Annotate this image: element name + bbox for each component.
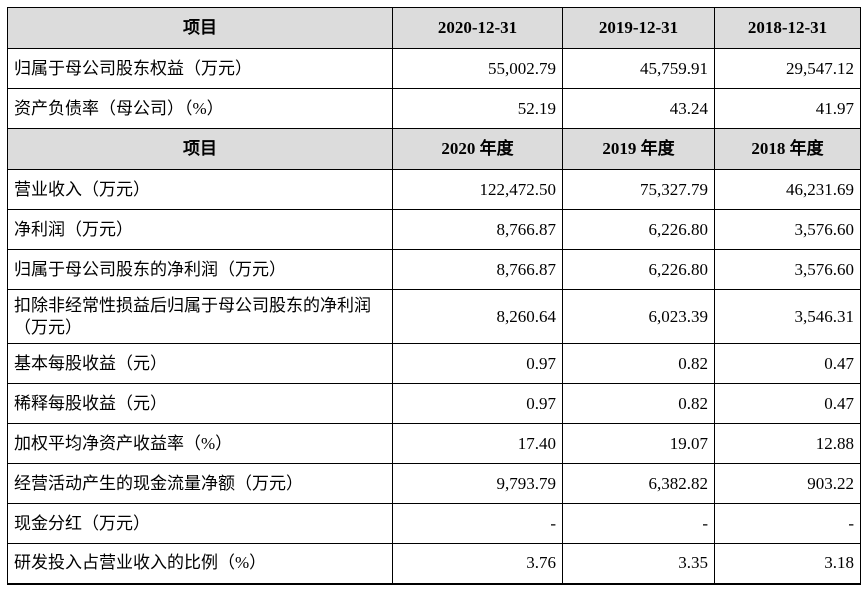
- row-label: 加权平均净资产收益率（%）: [7, 423, 393, 464]
- header-row-annual: 项目 2020 年度 2019 年度 2018 年度: [7, 128, 861, 170]
- cell-value: 41.97: [714, 88, 861, 129]
- cell-value: 0.97: [392, 383, 563, 424]
- row-label: 稀释每股收益（元）: [7, 383, 393, 424]
- table-row: 经营活动产生的现金流量净额（万元） 9,793.79 6,382.82 903.…: [7, 463, 861, 504]
- header-2018-12-31: 2018-12-31: [714, 7, 861, 49]
- cell-value: 6,226.80: [562, 209, 715, 250]
- cell-value: 55,002.79: [392, 48, 563, 89]
- header-2019-12-31: 2019-12-31: [562, 7, 715, 49]
- table-row: 加权平均净资产收益率（%） 17.40 19.07 12.88: [7, 423, 861, 464]
- cell-value: 0.82: [562, 383, 715, 424]
- table-row: 研发投入占营业收入的比例（%） 3.76 3.35 3.18: [7, 543, 861, 585]
- cell-value: 3.18: [714, 543, 861, 585]
- header-2020-12-31: 2020-12-31: [392, 7, 563, 49]
- row-label: 净利润（万元）: [7, 209, 393, 250]
- table-row: 现金分红（万元） - - -: [7, 503, 861, 544]
- row-label: 扣除非经常性损益后归属于母公司股东的净利润（万元）: [7, 289, 393, 344]
- cell-value: 19.07: [562, 423, 715, 464]
- header-2020: 2020 年度: [392, 128, 563, 170]
- financial-data-table: 项目 2020-12-31 2019-12-31 2018-12-31 归属于母…: [7, 7, 861, 585]
- cell-value: 3,576.60: [714, 209, 861, 250]
- cell-value: -: [714, 503, 861, 544]
- cell-value: 75,327.79: [562, 169, 715, 210]
- table-row: 基本每股收益（元） 0.97 0.82 0.47: [7, 343, 861, 384]
- row-label: 归属于母公司股东的净利润（万元）: [7, 249, 393, 290]
- cell-value: 0.82: [562, 343, 715, 384]
- header-item: 项目: [7, 7, 393, 49]
- row-label: 现金分红（万元）: [7, 503, 393, 544]
- cell-value: 8,766.87: [392, 209, 563, 250]
- table-row: 归属于母公司股东权益（万元） 55,002.79 45,759.91 29,54…: [7, 48, 861, 89]
- table-row: 营业收入（万元） 122,472.50 75,327.79 46,231.69: [7, 169, 861, 210]
- row-label: 归属于母公司股东权益（万元）: [7, 48, 393, 89]
- cell-value: 122,472.50: [392, 169, 563, 210]
- header-item: 项目: [7, 128, 393, 170]
- row-label: 基本每股收益（元）: [7, 343, 393, 384]
- row-label: 研发投入占营业收入的比例（%）: [7, 543, 393, 585]
- cell-value: 6,023.39: [562, 289, 715, 344]
- row-label: 经营活动产生的现金流量净额（万元）: [7, 463, 393, 504]
- cell-value: 52.19: [392, 88, 563, 129]
- cell-value: 3,576.60: [714, 249, 861, 290]
- cell-value: -: [392, 503, 563, 544]
- row-label: 资产负债率（母公司）（%）: [7, 88, 393, 129]
- cell-value: 46,231.69: [714, 169, 861, 210]
- cell-value: 8,260.64: [392, 289, 563, 344]
- cell-value: 29,547.12: [714, 48, 861, 89]
- table-row: 净利润（万元） 8,766.87 6,226.80 3,576.60: [7, 209, 861, 250]
- cell-value: 45,759.91: [562, 48, 715, 89]
- cell-value: 9,793.79: [392, 463, 563, 504]
- cell-value: 43.24: [562, 88, 715, 129]
- cell-value: 903.22: [714, 463, 861, 504]
- table-row: 稀释每股收益（元） 0.97 0.82 0.47: [7, 383, 861, 424]
- cell-value: 6,226.80: [562, 249, 715, 290]
- cell-value: -: [562, 503, 715, 544]
- table-row: 扣除非经常性损益后归属于母公司股东的净利润（万元） 8,260.64 6,023…: [7, 289, 861, 344]
- cell-value: 8,766.87: [392, 249, 563, 290]
- cell-value: 0.47: [714, 383, 861, 424]
- header-row-balance: 项目 2020-12-31 2019-12-31 2018-12-31: [7, 7, 861, 49]
- cell-value: 3,546.31: [714, 289, 861, 344]
- table-row: 归属于母公司股东的净利润（万元） 8,766.87 6,226.80 3,576…: [7, 249, 861, 290]
- header-2019: 2019 年度: [562, 128, 715, 170]
- cell-value: 0.97: [392, 343, 563, 384]
- row-label: 营业收入（万元）: [7, 169, 393, 210]
- cell-value: 6,382.82: [562, 463, 715, 504]
- cell-value: 12.88: [714, 423, 861, 464]
- cell-value: 17.40: [392, 423, 563, 464]
- table-row: 资产负债率（母公司）（%） 52.19 43.24 41.97: [7, 88, 861, 129]
- header-2018: 2018 年度: [714, 128, 861, 170]
- cell-value: 0.47: [714, 343, 861, 384]
- cell-value: 3.76: [392, 543, 563, 585]
- cell-value: 3.35: [562, 543, 715, 585]
